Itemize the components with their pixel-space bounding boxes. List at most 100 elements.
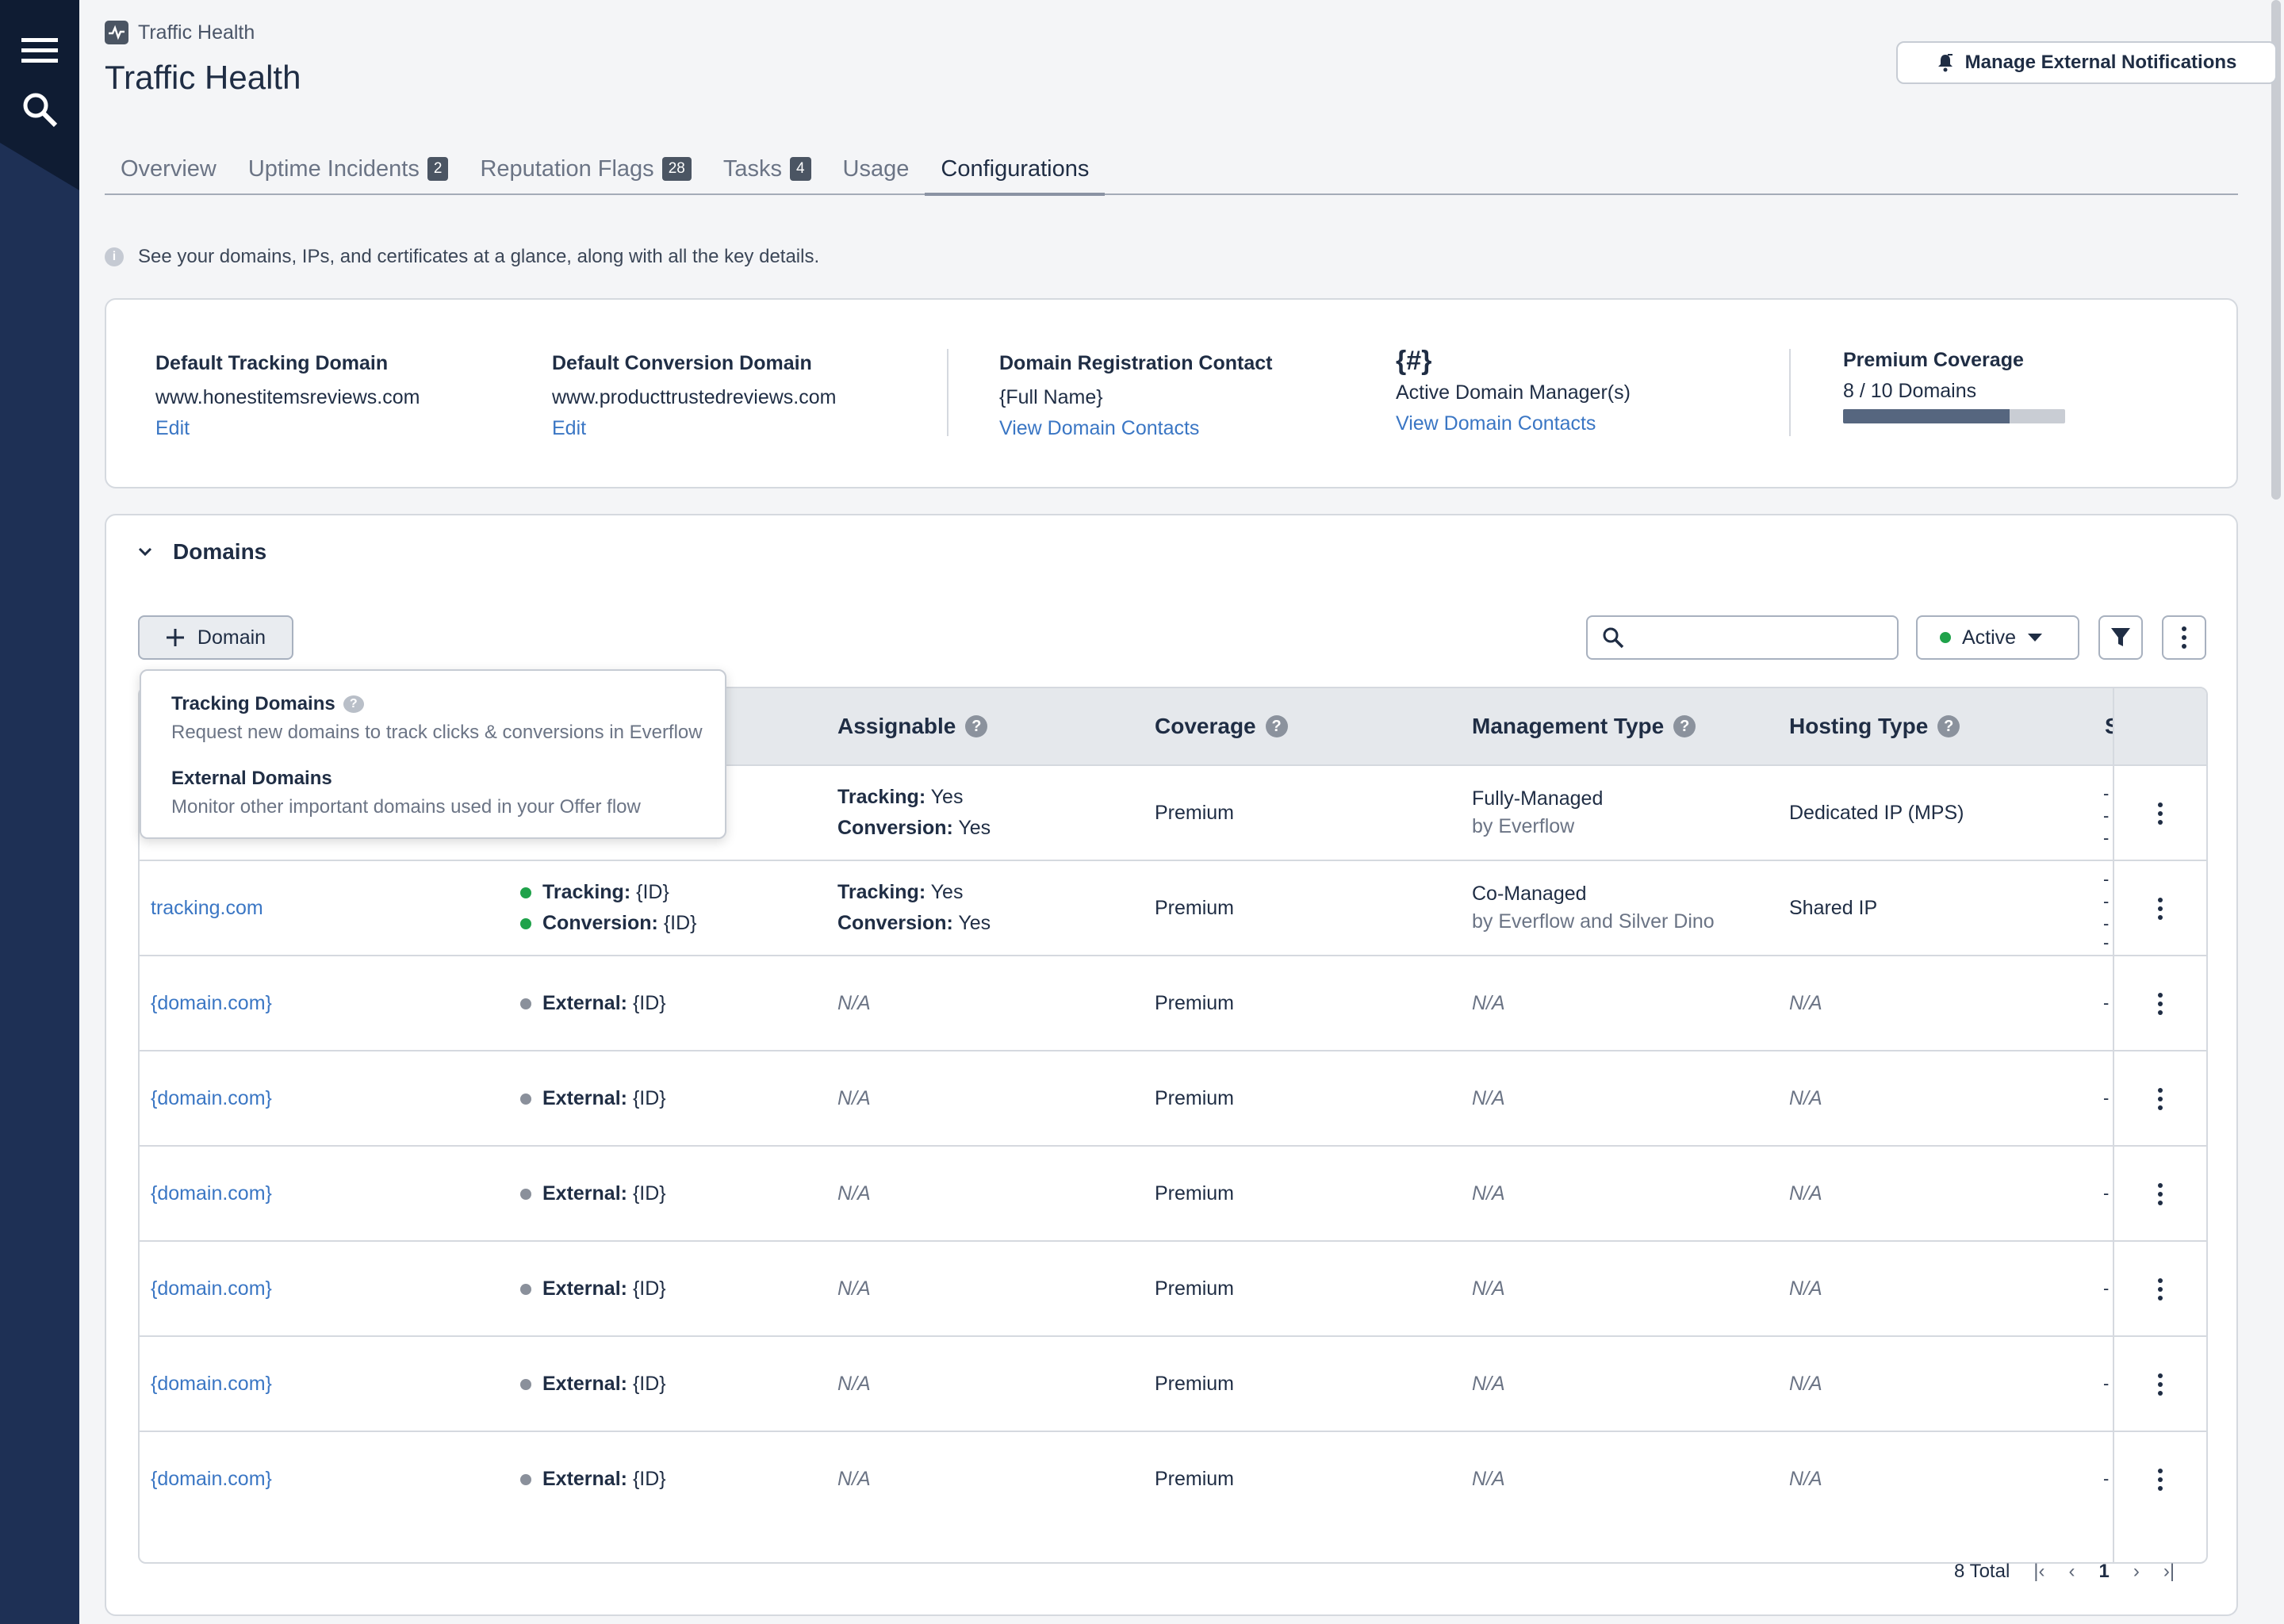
value: {ID} [632, 1182, 666, 1205]
status-dropdown[interactable]: Active [1916, 615, 2079, 660]
row-actions-kebab[interactable] [2150, 798, 2171, 829]
main: Traffic Health Traffic Health Manage Ext… [79, 0, 2277, 1624]
management-cell: N/A [1472, 1467, 1505, 1490]
search-input[interactable] [1635, 626, 1892, 649]
table-row: {domain.com} External: {ID} N/A Premium … [140, 1240, 2206, 1335]
truncated-value: - [2103, 806, 2110, 825]
column-label: Coverage [1155, 714, 1256, 738]
row-actions-kebab[interactable] [2150, 1178, 2171, 1210]
row-actions-kebab[interactable] [2150, 988, 2171, 1020]
domain-cell: tracking.com [151, 861, 263, 955]
domains-section-toggle[interactable]: Domains [138, 539, 266, 565]
truncated-value: - [2103, 869, 2110, 889]
col-assignable[interactable]: Assignable? [837, 688, 988, 764]
summary-value: www.honestitemsreviews.com [155, 386, 420, 408]
first-page-icon[interactable]: |‹ [2033, 1561, 2045, 1582]
menu-item-tracking-domains[interactable]: Tracking Domains? Request new domains to… [171, 693, 703, 744]
view-domain-contacts-link[interactable]: View Domain Contacts [999, 417, 1200, 439]
domain-link[interactable]: {domain.com} [151, 1182, 272, 1205]
edit-tracking-link[interactable]: Edit [155, 417, 190, 439]
domain-link[interactable]: {domain.com} [151, 1277, 272, 1300]
management-type: Co-Managed [1472, 883, 1587, 905]
default-conversion-domain: Default Conversion Domain www.producttru… [552, 352, 836, 440]
breadcrumb-label[interactable]: Traffic Health [138, 21, 255, 44]
last-page-icon[interactable]: ›| [2163, 1561, 2175, 1582]
domain-cell: {domain.com} [151, 1432, 272, 1526]
help-icon[interactable]: ? [343, 695, 364, 713]
table-row: {domain.com} External: {ID} N/A Premium … [140, 955, 2206, 1050]
management-cell: N/A [1472, 1277, 1505, 1300]
row-actions-kebab[interactable] [2150, 1083, 2171, 1115]
tab-configurations[interactable]: Configurations [925, 144, 1106, 196]
value: {ID} [632, 1277, 666, 1300]
help-icon[interactable]: ? [965, 715, 988, 737]
prev-page-icon[interactable]: ‹ [2068, 1561, 2075, 1582]
coverage-cell: Premium [1155, 896, 1235, 919]
domain-link[interactable]: {domain.com} [151, 991, 272, 1014]
next-page-icon[interactable]: › [2133, 1561, 2140, 1582]
label: Conversion: [837, 817, 953, 839]
value: Yes [930, 881, 964, 903]
domain-link[interactable]: {domain.com} [151, 1086, 272, 1109]
external-id: External: {ID} [520, 1468, 666, 1491]
hosting-cell: N/A [1789, 1372, 1822, 1395]
domain-link[interactable]: {domain.com} [151, 1467, 272, 1490]
tab-reputation-flags[interactable]: Reputation Flags 28 [464, 144, 707, 193]
col-hosting-type[interactable]: Hosting Type? [1789, 688, 1960, 764]
current-page[interactable]: 1 [2098, 1561, 2110, 1582]
table-row: tracking.com Tracking: {ID} Conversion: … [140, 860, 2206, 955]
management-sub: by Everflow [1472, 815, 1575, 837]
column-label: Hosting Type [1789, 714, 1929, 738]
row-actions-kebab[interactable] [2150, 1369, 2171, 1400]
tab-uptime-incidents[interactable]: Uptime Incidents 2 [232, 144, 465, 193]
tab-overview[interactable]: Overview [105, 144, 232, 193]
manage-notifications-button[interactable]: Manage External Notifications [1896, 41, 2277, 84]
menu-item-description: Request new domains to track clicks & co… [171, 722, 703, 743]
domain-search[interactable] [1586, 615, 1899, 660]
domain-link[interactable]: {domain.com} [151, 1372, 272, 1395]
truncated-value: - [2103, 1278, 2110, 1298]
management-cell: N/A [1472, 1372, 1505, 1395]
value: {ID} [632, 1372, 666, 1395]
status-dot [520, 1283, 531, 1295]
pulse-icon [105, 21, 128, 44]
status-dot [1940, 632, 1951, 643]
truncated-value: - [2103, 891, 2110, 911]
help-icon[interactable]: ? [1673, 715, 1696, 737]
management-cell: Co-Managed by Everflow and Silver Dino [1472, 861, 1715, 955]
menu-item-external-domains[interactable]: External Domains Monitor other important… [171, 768, 641, 818]
menu-icon[interactable] [19, 30, 60, 71]
help-icon[interactable]: ? [1265, 715, 1288, 737]
assignable-cell: N/A [837, 991, 871, 1014]
count-badge: 4 [789, 157, 811, 181]
tab-usage[interactable]: Usage [827, 144, 925, 193]
row-actions-kebab[interactable] [2150, 893, 2171, 925]
hosting-cell: Dedicated IP (MPS) [1789, 801, 1964, 824]
status-dot [520, 1188, 531, 1200]
management-cell: Fully-Managed by Everflow [1472, 766, 1603, 860]
total-count: 8 Total [1954, 1561, 2010, 1582]
search-icon[interactable] [19, 89, 60, 130]
page-scrollbar[interactable] [2268, 0, 2284, 1624]
row-actions-kebab[interactable] [2150, 1274, 2171, 1305]
filter-button[interactable] [2098, 615, 2143, 660]
assignable-cell: N/A [837, 1467, 871, 1490]
view-domain-contacts-link[interactable]: View Domain Contacts [1396, 412, 1596, 435]
col-truncated[interactable]: S [2105, 688, 2113, 764]
label: External: [542, 1277, 627, 1300]
add-domain-button[interactable]: Domain [138, 615, 293, 660]
tab-label: Reputation Flags [480, 155, 654, 182]
col-coverage[interactable]: Coverage? [1155, 688, 1288, 764]
status-dot [520, 1473, 531, 1485]
summary-value: 8 / 10 Domains [1843, 380, 1977, 402]
more-options-button[interactable] [2162, 615, 2206, 660]
edit-conversion-link[interactable]: Edit [552, 417, 587, 439]
scrollbar-thumb[interactable] [2271, 0, 2281, 500]
caret-down-icon [2028, 634, 2043, 642]
domain-link[interactable]: tracking.com [151, 896, 263, 919]
col-management-type[interactable]: Management Type? [1472, 688, 1696, 764]
help-icon[interactable]: ? [1937, 715, 1960, 737]
ids-cell: Tracking: {ID} Conversion: {ID} [520, 861, 697, 955]
tab-tasks[interactable]: Tasks 4 [707, 144, 827, 193]
row-actions-kebab[interactable] [2150, 1464, 2171, 1496]
